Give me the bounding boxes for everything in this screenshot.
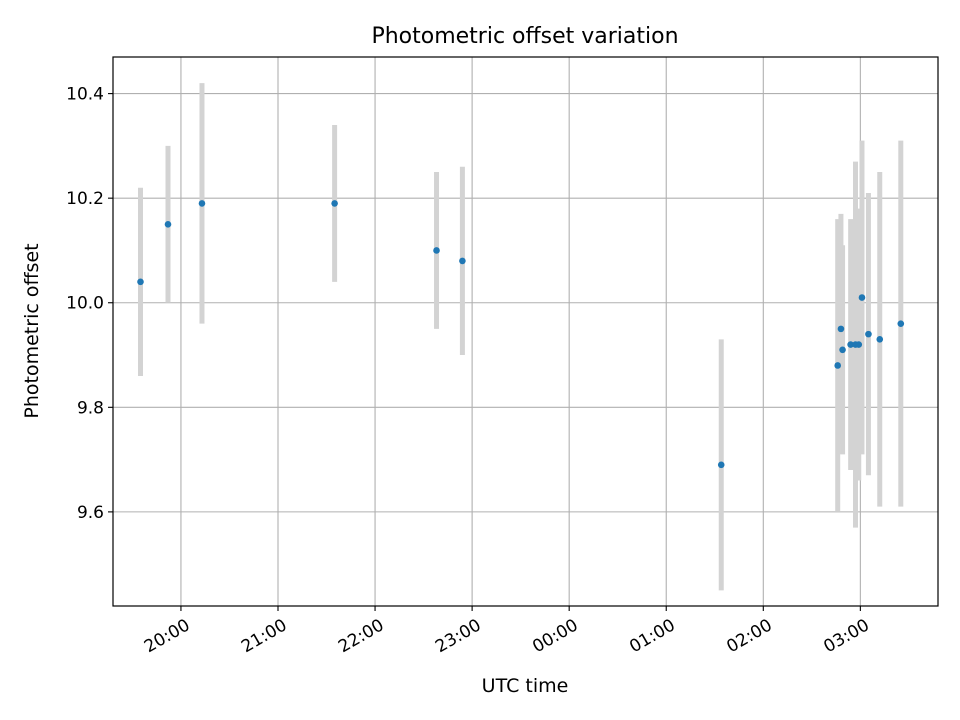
data-point (717, 461, 725, 469)
y-tick-label: 10.0 (66, 294, 104, 314)
data-point (837, 325, 845, 333)
data-point (137, 278, 144, 286)
plot-frame (112, 56, 939, 607)
chart-title: Photometric offset variation (371, 24, 678, 49)
data-point (198, 200, 206, 207)
data-point (331, 200, 338, 207)
y-tick-label: 9.8 (77, 398, 104, 418)
data-point (839, 346, 846, 354)
y-axis-label: Photometric offset (21, 243, 43, 418)
data-point (897, 320, 905, 327)
y-tick-label: 10.4 (66, 85, 104, 105)
data-point (847, 341, 854, 348)
data-points (137, 200, 905, 469)
data-point (858, 294, 866, 301)
data-point (164, 221, 172, 228)
y-axis-ticks: 9.6 9.8 10.0 10.2 10.4 (66, 85, 113, 523)
y-tick-label: 9.6 (77, 503, 104, 523)
data-point (855, 341, 863, 348)
data-point (865, 330, 872, 338)
data-point (834, 362, 842, 369)
data-point (433, 247, 440, 254)
data-point (876, 336, 884, 343)
data-point (459, 257, 466, 265)
x-axis-label: UTC time (482, 675, 569, 697)
y-tick-label: 10.2 (66, 189, 104, 209)
